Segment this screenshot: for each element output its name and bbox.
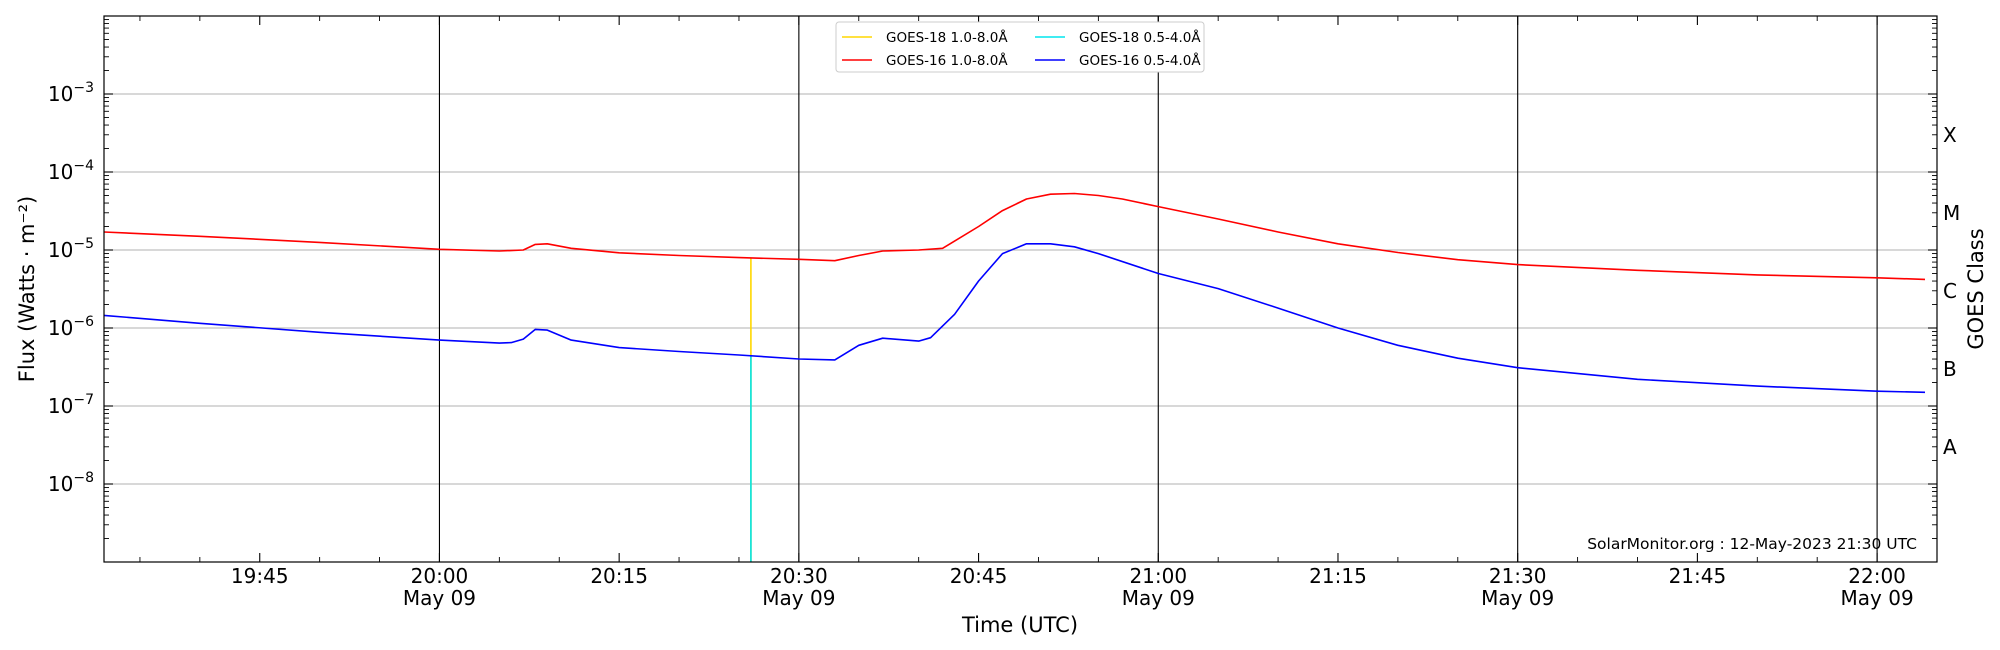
y-axis-title: Flux (Watts · m⁻²) [15,196,39,382]
x-tick-date-label: May 09 [1122,586,1195,610]
y-tick-label: 10−3 [48,80,94,106]
series-line [103,192,1926,281]
y-tick-label: 10−4 [48,158,94,184]
x-tick-date-label: May 09 [762,586,835,610]
x-tick-label: 21:45 [1669,564,1727,588]
plot-frame [103,15,1938,563]
goes-class-label: C [1943,279,1957,303]
x-tick-label: 20:15 [590,564,648,588]
x-tick-label: 20:30 [770,564,828,588]
series-line [103,243,1926,394]
x-tick-date-label: May 09 [1841,586,1914,610]
legend-box [835,21,1205,73]
legend-label: GOES-16 0.5-4.0Å [1079,52,1201,69]
goes-class-label: B [1943,357,1957,381]
y2-axis-title: GOES Class [1964,228,1988,349]
y-tick-label: 10−7 [48,392,94,418]
x-tick-label: 21:00 [1129,564,1187,588]
x-tick-label: 22:00 [1848,564,1906,588]
x-tick-label: 21:30 [1489,564,1547,588]
x-tick-date-label: May 09 [403,586,476,610]
goes-class-label: M [1943,201,1960,225]
y-tick-label: 10−8 [48,470,94,496]
x-axis-title: Time (UTC) [961,613,1078,637]
x-tick-label: 21:15 [1309,564,1367,588]
y-tick-label: 10−5 [48,236,94,262]
x-tick-label: 19:45 [231,564,289,588]
x-tick-label: 20:00 [411,564,469,588]
legend-label: GOES-16 1.0-8.0Å [886,52,1008,69]
y-tick-label: 10−6 [48,314,94,340]
legend-label: GOES-18 0.5-4.0Å [1079,29,1201,46]
goes-class-label: X [1943,123,1957,147]
x-tick-date-label: May 09 [1481,586,1554,610]
goes-class-label: A [1943,435,1957,459]
x-tick-label: 20:45 [950,564,1008,588]
footer-credit: SolarMonitor.org : 12-May-2023 21:30 UTC [1587,535,1917,553]
legend-label: GOES-18 1.0-8.0Å [886,29,1008,46]
